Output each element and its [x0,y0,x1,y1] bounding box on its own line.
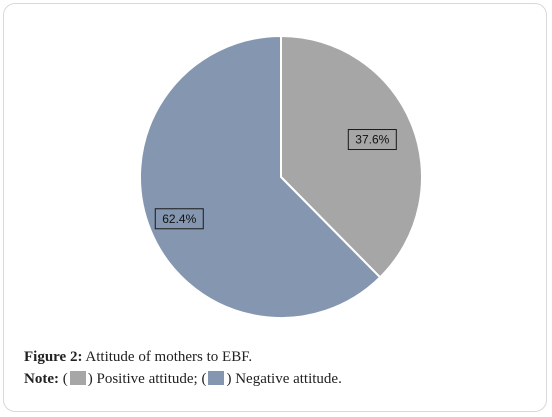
note-open-paren: ( [62,371,68,387]
figure-caption: Figure 2: Attitude of mothers to EBF. No… [24,346,534,390]
data-label-positive-text: 37.6% [355,133,389,147]
legend-swatch-positive [69,371,86,385]
data-label-positive-box [347,129,397,151]
data-label-negative: 62.4% [154,208,204,230]
figure-label: Figure 2: [24,349,83,365]
data-label-positive: 37.6% [347,129,397,151]
data-label-negative-box [154,208,204,230]
figure-title: Attitude of mothers to EBF. [85,349,253,365]
legend-label-positive: ) Positive attitude; ( [87,371,207,387]
legend-label-negative: ) Negative attitude. [226,371,342,387]
pie-slice-negative [139,34,382,319]
pie-slice-positive [280,34,423,279]
caption-note-line: Note: ( ) Positive attitude; ( ) Negative … [24,368,534,390]
data-label-negative-text: 62.4% [162,212,196,226]
legend-swatch-negative [208,371,225,385]
pie-chart: 37.6% 62.4% [139,34,423,319]
note-label: Note: [24,371,59,387]
caption-title-line: Figure 2: Attitude of mothers to EBF. [24,346,534,368]
